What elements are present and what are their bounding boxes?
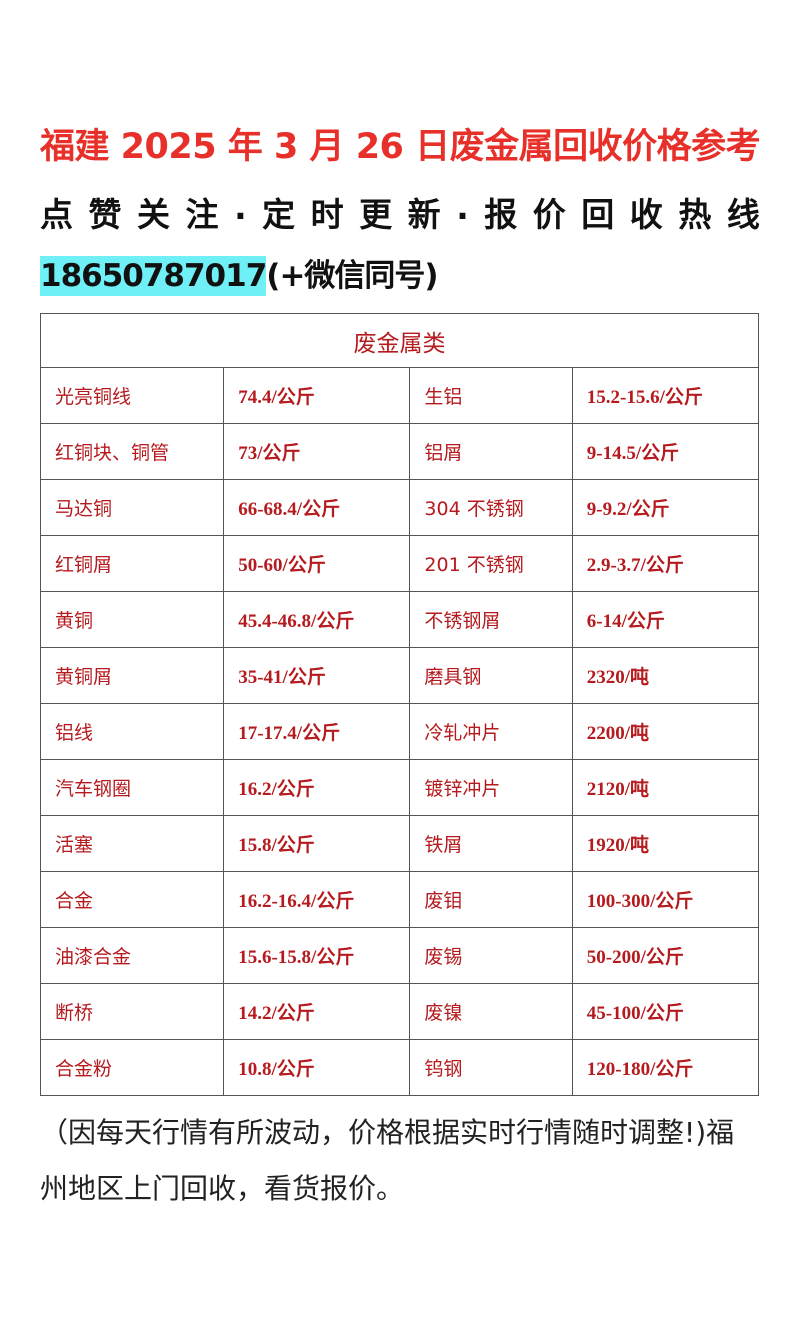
- hotline: 18650787017(+微信同号): [40, 250, 439, 296]
- item-name-cell: 磨具钢: [409, 647, 573, 704]
- price-cell: 6-14/公斤: [571, 591, 760, 648]
- price-cell: 9-9.2/公斤: [571, 479, 760, 536]
- item-name-cell: 铝屑: [409, 423, 573, 480]
- table-row: 黄铜 45.4-46.8/公斤 不锈钢屑 6-14/公斤: [39, 591, 760, 648]
- price-cell: 2320/吨: [571, 647, 760, 704]
- item-name-cell: 铝线: [39, 703, 225, 760]
- table-row: 断桥 14.2/公斤 废镍 45-100/公斤: [39, 983, 760, 1040]
- item-name-cell: 废钼: [409, 871, 573, 928]
- price-cell: 15.2-15.6/公斤: [571, 367, 760, 424]
- table-row: 合金 16.2-16.4/公斤 废钼 100-300/公斤: [39, 871, 760, 928]
- price-cell: 45-100/公斤: [571, 983, 760, 1040]
- subtitle-char: 线: [726, 195, 760, 234]
- price-cell: 74.4/公斤: [223, 367, 411, 424]
- subtitle-char: 定: [262, 195, 296, 234]
- subtitle-char: 赞: [88, 195, 122, 234]
- item-name-cell: 铁屑: [409, 815, 573, 872]
- item-name-cell: 汽车钢圈: [39, 759, 225, 816]
- subtitle-char: 时: [310, 195, 344, 234]
- item-name-cell: 合金粉: [39, 1039, 225, 1096]
- price-cell: 35-41/公斤: [223, 647, 411, 704]
- price-cell: 17-17.4/公斤: [223, 703, 411, 760]
- price-cell: 15.6-15.8/公斤: [223, 927, 411, 984]
- item-name-cell: 冷轧冲片: [409, 703, 573, 760]
- price-cell: 2.9-3.7/公斤: [571, 535, 760, 592]
- table-row: 红铜块、铜管 73/公斤 铝屑 9-14.5/公斤: [39, 423, 760, 480]
- item-name-cell: 304 不锈钢: [409, 479, 573, 536]
- item-name-cell: 油漆合金: [39, 927, 225, 984]
- subtitle-char: .: [456, 188, 469, 227]
- item-name-cell: 红铜屑: [39, 535, 225, 592]
- price-cell: 100-300/公斤: [571, 871, 760, 928]
- item-name-cell: 红铜块、铜管: [39, 423, 225, 480]
- phone-number: 18650787017: [40, 256, 267, 296]
- table-row: 黄铜屑 35-41/公斤 磨具钢 2320/吨: [39, 647, 760, 704]
- subtitle-char: 点: [40, 195, 73, 234]
- item-name-cell: 钨钢: [409, 1039, 573, 1096]
- item-name-cell: 黄铜屑: [39, 647, 225, 704]
- price-cell: 2120/吨: [571, 759, 760, 816]
- disclaimer-note: （因每天行情有所波动，价格根据实时行情随时调整!)福州地区上门回收，看货报价。: [40, 1116, 735, 1205]
- price-cell: 15.8/公斤: [223, 815, 411, 872]
- price-cell: 1920/吨: [571, 815, 760, 872]
- subtitle: 点赞关注. 定时更新. 报价回收热线: [40, 188, 760, 236]
- price-table: 废金属类 光亮铜线 74.4/公斤 生铝 15.2-15.6/公斤 红铜块、铜管 73/公…: [39, 313, 760, 1096]
- subtitle-char: .: [234, 188, 247, 227]
- table-row: 马达铜 66-68.4/公斤 304 不锈钢 9-9.2/公斤: [39, 479, 760, 536]
- item-name-cell: 生铝: [409, 367, 573, 424]
- price-cell: 66-68.4/公斤: [223, 479, 411, 536]
- table-row: 铝线 17-17.4/公斤 冷轧冲片 2200/吨: [39, 703, 760, 760]
- item-name-cell: 废镍: [409, 983, 573, 1040]
- subtitle-char: 收: [629, 195, 663, 234]
- subtitle-char: 回: [581, 195, 615, 234]
- price-cell: 14.2/公斤: [223, 983, 411, 1040]
- price-cell: 73/公斤: [223, 423, 411, 480]
- item-name-cell: 镀锌冲片: [409, 759, 573, 816]
- table-row: 活塞 15.8/公斤 铁屑 1920/吨: [39, 815, 760, 872]
- item-name-cell: 不锈钢屑: [409, 591, 573, 648]
- item-name-cell: 光亮铜线: [39, 367, 225, 424]
- price-cell: 50-60/公斤: [223, 535, 411, 592]
- item-name-cell: 马达铜: [39, 479, 225, 536]
- page-title: 福建 2025 年 3 月 26 日废金属回收价格参考: [40, 127, 761, 167]
- subtitle-char: 价: [532, 195, 566, 234]
- subtitle-char: 报: [484, 195, 518, 234]
- item-name-cell: 活塞: [39, 815, 225, 872]
- phone-suffix: (+微信同号): [266, 258, 438, 294]
- table-row: 汽车钢圈 16.2/公斤 镀锌冲片 2120/吨: [39, 759, 760, 816]
- subtitle-char: 更: [359, 195, 393, 234]
- price-cell: 9-14.5/公斤: [571, 423, 760, 480]
- table-row: 合金粉 10.8/公斤 钨钢 120-180/公斤: [39, 1039, 760, 1096]
- price-cell: 10.8/公斤: [223, 1039, 411, 1096]
- item-name-cell: 201 不锈钢: [409, 535, 573, 592]
- table-row: 光亮铜线 74.4/公斤 生铝 15.2-15.6/公斤: [39, 367, 760, 424]
- price-cell: 16.2-16.4/公斤: [223, 871, 411, 928]
- subtitle-char: 新: [407, 195, 441, 234]
- price-cell: 50-200/公斤: [571, 927, 760, 984]
- item-name-cell: 合金: [39, 871, 225, 928]
- table-row: 红铜屑 50-60/公斤 201 不锈钢 2.9-3.7/公斤: [39, 535, 760, 592]
- table-heading: 废金属类: [40, 313, 759, 368]
- item-name-cell: 断桥: [39, 983, 225, 1040]
- subtitle-char: 注: [185, 195, 219, 234]
- item-name-cell: 废锡: [409, 927, 573, 984]
- price-cell: 2200/吨: [571, 703, 760, 760]
- table-row: 油漆合金 15.6-15.8/公斤 废锡 50-200/公斤: [39, 927, 760, 984]
- price-cell: 120-180/公斤: [571, 1039, 760, 1096]
- subtitle-char: 关: [137, 195, 171, 234]
- item-name-cell: 黄铜: [39, 591, 225, 648]
- subtitle-char: 热: [678, 195, 712, 234]
- price-cell: 45.4-46.8/公斤: [223, 591, 411, 648]
- price-cell: 16.2/公斤: [223, 759, 411, 816]
